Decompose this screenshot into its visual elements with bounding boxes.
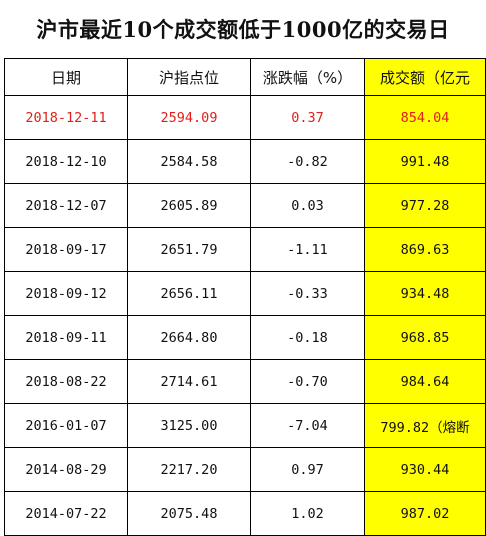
cell-change: -0.33	[250, 271, 365, 316]
cell-index: 2651.79	[127, 227, 251, 272]
cell-index: 2656.11	[127, 271, 251, 316]
cell-date: 2018-12-10	[4, 139, 128, 184]
header-row: 日期 沪指点位 涨跌幅（%） 成交额（亿元	[4, 58, 486, 96]
cell-change: -7.04	[250, 403, 365, 448]
turnover-value: 987.02	[400, 505, 450, 522]
turnover-value: 984.64	[400, 373, 450, 390]
cell-turnover: 987.02	[364, 491, 486, 536]
cell-index: 2605.89	[127, 183, 251, 228]
cell-index: 2664.80	[127, 315, 251, 360]
turnover-note: （熔断	[429, 419, 470, 436]
cell-turnover: 934.48	[364, 271, 486, 316]
table-row: 2014-07-22 2075.48 1.02 987.02	[4, 491, 486, 536]
cell-index: 2714.61	[127, 359, 251, 404]
cell-change: -0.70	[250, 359, 365, 404]
cell-turnover: 991.48	[364, 139, 486, 184]
table-row: 2018-09-11 2664.80 -0.18 968.85	[4, 315, 486, 360]
cell-index: 2594.09	[127, 95, 251, 140]
turnover-table: 日期 沪指点位 涨跌幅（%） 成交额（亿元 2018-12-11 2594.09 0…	[4, 58, 486, 536]
cell-change: 1.02	[250, 491, 365, 536]
cell-change: 0.03	[250, 183, 365, 228]
table-row: 2018-12-11 2594.09 0.37 854.04	[4, 95, 486, 140]
table-row: 2018-08-22 2714.61 -0.70 984.64	[4, 359, 486, 404]
cell-turnover: 869.63	[364, 227, 486, 272]
cell-change: -0.18	[250, 315, 365, 360]
cell-date: 2018-09-17	[4, 227, 128, 272]
table-row: 2014-08-29 2217.20 0.97 930.44	[4, 447, 486, 492]
table-title: 沪市最近10个成交额低于1000亿的交易日	[36, 17, 450, 42]
cell-date: 2018-09-12	[4, 271, 128, 316]
spreadsheet-sheet: 沪市最近10个成交额低于1000亿的交易日 日期 沪指点位 涨跌幅（%） 成交额…	[4, 17, 486, 536]
cell-turnover: 854.04	[364, 95, 486, 140]
cell-date: 2018-09-11	[4, 315, 128, 360]
turnover-value: 977.28	[400, 197, 450, 214]
table-body: 2018-12-11 2594.09 0.37 854.04 2018-12-10 258…	[4, 95, 486, 536]
turnover-value: 991.48	[400, 153, 450, 170]
cell-turnover: 968.85	[364, 315, 486, 360]
cell-change: -0.82	[250, 139, 365, 184]
cell-date: 2016-01-07	[4, 403, 128, 448]
cell-change: 0.37	[250, 95, 365, 140]
cell-index: 2584.58	[127, 139, 251, 184]
cell-index: 2217.20	[127, 447, 251, 492]
turnover-value: 968.85	[400, 329, 450, 346]
table-row: 2016-01-07 3125.00 -7.04 799.82（熔断	[4, 403, 486, 448]
turnover-value: 930.44	[400, 461, 450, 478]
table-row: 2018-12-10 2584.58 -0.82 991.48	[4, 139, 486, 184]
header-change: 涨跌幅（%）	[250, 58, 365, 96]
turnover-value: 934.48	[400, 285, 450, 302]
cell-turnover: 799.82（熔断	[364, 403, 486, 448]
header-index: 沪指点位	[127, 58, 251, 96]
cell-change: 0.97	[250, 447, 365, 492]
cell-change: -1.11	[250, 227, 365, 272]
table-row: 2018-12-07 2605.89 0.03 977.28	[4, 183, 486, 228]
cell-turnover: 930.44	[364, 447, 486, 492]
table-row: 2018-09-17 2651.79 -1.11 869.63	[4, 227, 486, 272]
cell-date: 2018-12-11	[4, 95, 128, 140]
header-turnover: 成交额（亿元	[364, 58, 486, 96]
turnover-value: 799.82	[380, 419, 430, 436]
table-row: 2018-09-12 2656.11 -0.33 934.48	[4, 271, 486, 316]
cell-date: 2014-08-29	[4, 447, 128, 492]
turnover-value: 854.04	[400, 109, 450, 126]
cell-index: 2075.48	[127, 491, 251, 536]
cell-turnover: 977.28	[364, 183, 486, 228]
cell-date: 2014-07-22	[4, 491, 128, 536]
turnover-value: 869.63	[400, 241, 450, 258]
cell-index: 3125.00	[127, 403, 251, 448]
header-date: 日期	[4, 58, 128, 96]
cell-date: 2018-08-22	[4, 359, 128, 404]
cell-turnover: 984.64	[364, 359, 486, 404]
cell-date: 2018-12-07	[4, 183, 128, 228]
